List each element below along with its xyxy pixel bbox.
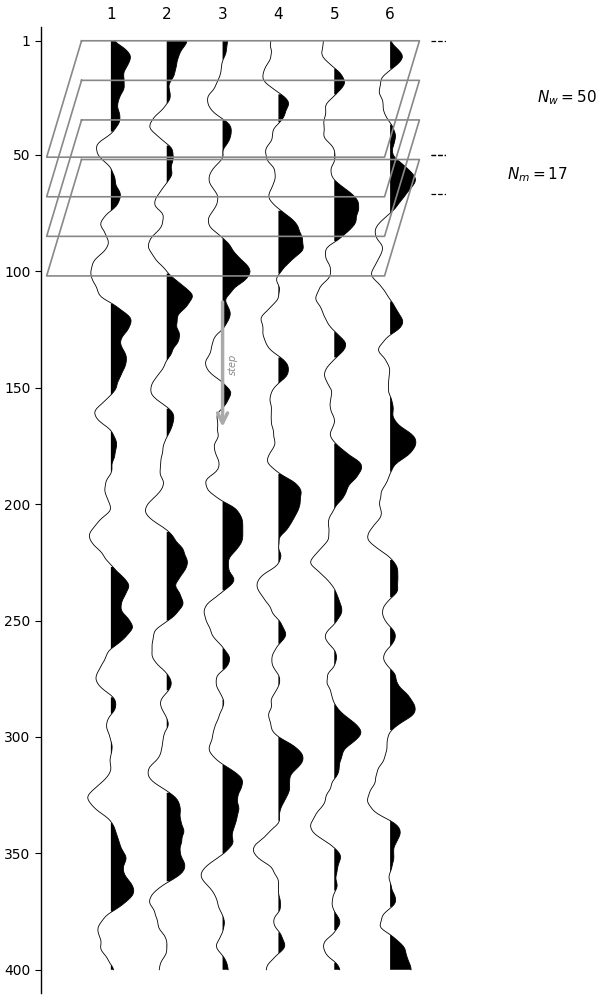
Text: $N_m=17$: $N_m=17$: [507, 165, 569, 184]
Text: $N_w=50$: $N_w=50$: [537, 88, 596, 107]
Text: step: step: [228, 354, 238, 375]
